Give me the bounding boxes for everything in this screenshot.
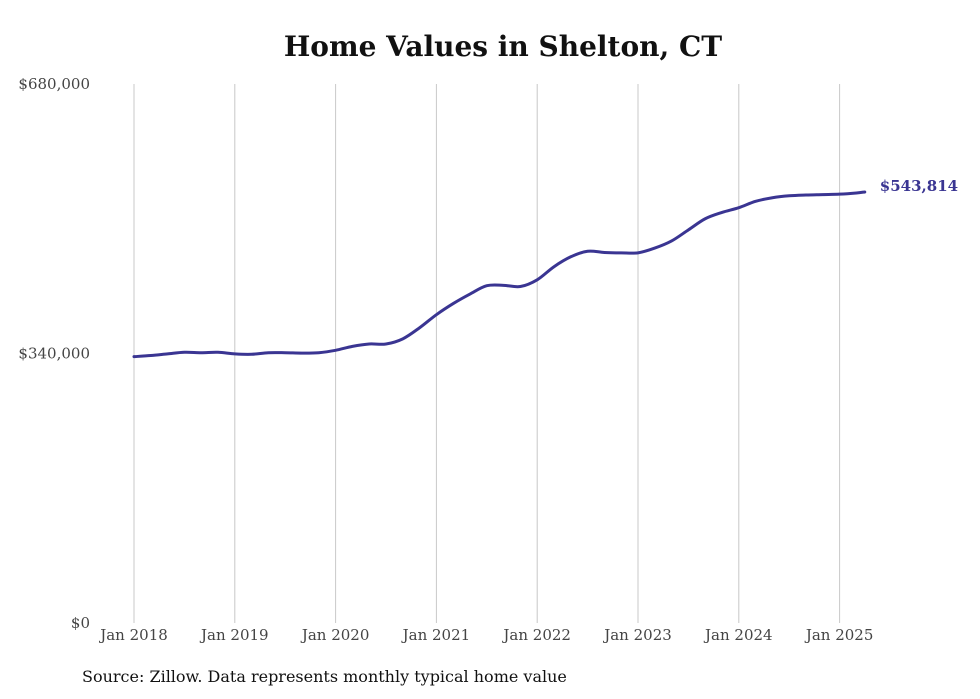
- x-tick-label: Jan 2020: [300, 626, 370, 644]
- y-tick-label: $340,000: [18, 345, 90, 363]
- x-tick-label: Jan 2019: [199, 626, 269, 644]
- x-axis-ticks: Jan 2018 Jan 2019 Jan 2020 Jan 2021 Jan 2022…: [98, 626, 873, 644]
- y-axis-ticks: $0 $340,000 $680,000: [18, 75, 90, 632]
- x-tick-label: Jan 2025: [804, 626, 874, 644]
- y-tick-label: $0: [71, 614, 90, 632]
- end-value-label: $543,814: [880, 177, 958, 195]
- x-tick-label: Jan 2024: [703, 626, 773, 644]
- x-tick-label: Jan 2023: [602, 626, 672, 644]
- source-note: Source: Zillow. Data represents monthly …: [82, 667, 567, 686]
- y-tick-label: $680,000: [18, 75, 90, 93]
- series-line-0: [132, 190, 867, 359]
- x-tick-label: Jan 2022: [501, 626, 571, 644]
- x-tick-label: Jan 2021: [401, 626, 471, 644]
- chart-title: Home Values in Shelton, CT: [283, 30, 723, 63]
- series-layer: $543,814: [132, 177, 958, 359]
- x-tick-label: Jan 2018: [98, 626, 168, 644]
